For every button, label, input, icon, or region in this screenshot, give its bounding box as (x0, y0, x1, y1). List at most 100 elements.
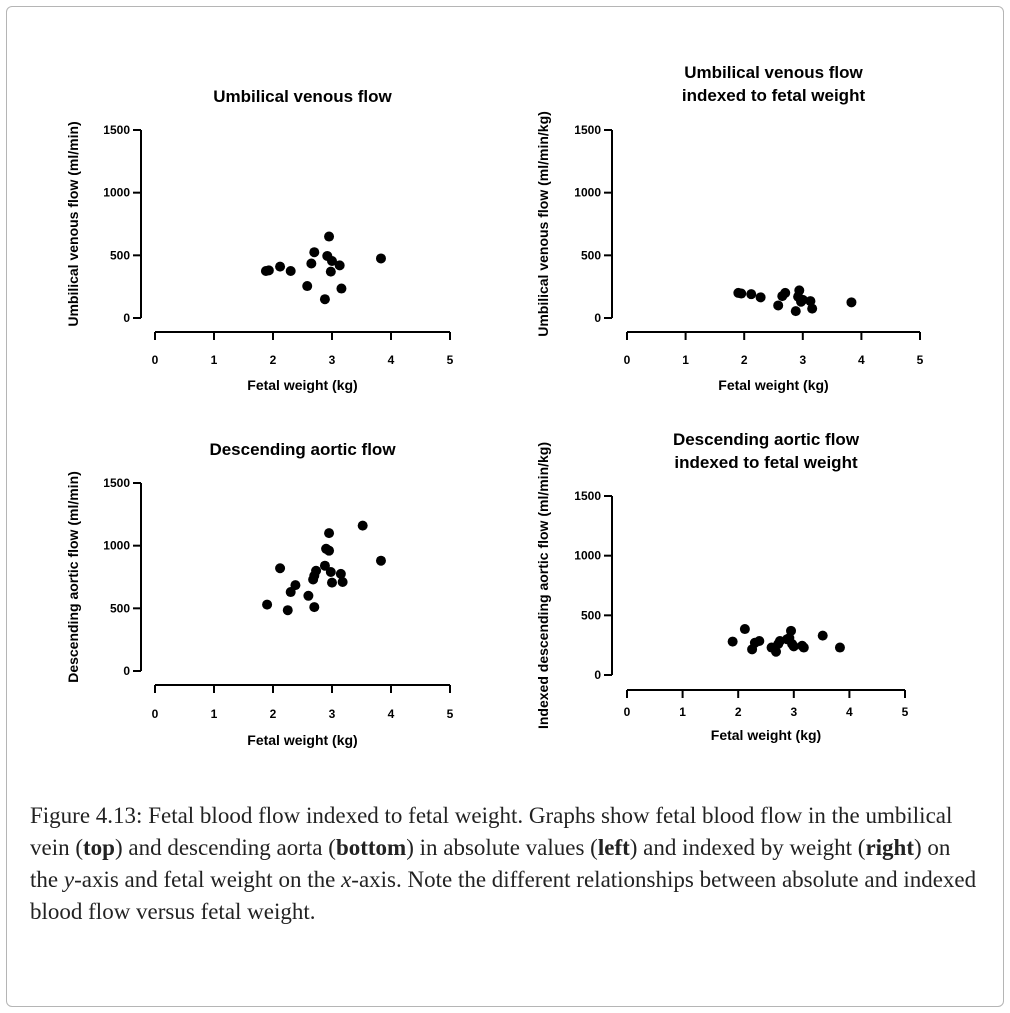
data-point (335, 568, 346, 579)
y-tick-label: 1000 (574, 549, 601, 563)
data-point (334, 260, 345, 271)
data-point (375, 555, 386, 566)
caption-italic-x: x (341, 867, 352, 892)
caption-text-5: ) on the (30, 835, 951, 892)
x-tick-label: 3 (329, 707, 336, 721)
y-axis-label: Indexed descending aortic flow (ml/min/k… (535, 442, 551, 729)
data-point (327, 577, 337, 588)
y-tick-label: 0 (123, 311, 130, 325)
y-tick-label: 500 (581, 608, 601, 622)
data-point (303, 590, 314, 601)
x-tick-label: 5 (447, 353, 454, 367)
x-tick-label: 4 (846, 705, 853, 719)
data-point (834, 642, 845, 653)
x-tick-label: 1 (682, 353, 689, 367)
data-point (727, 636, 738, 647)
chart-title-line: Umbilical venous flow (684, 63, 863, 82)
x-tick-label: 1 (679, 705, 686, 719)
caption-text-1: Figure 4.13: Fetal blood flow indexed to… (30, 803, 953, 860)
data-point (319, 294, 330, 305)
x-tick-label: 4 (388, 707, 395, 721)
data-point (807, 303, 818, 314)
chart-title-line: indexed to fetal weight (674, 453, 858, 472)
y-axis-label: Descending aortic flow (ml/min) (65, 471, 81, 683)
data-point (324, 231, 335, 242)
caption-italic-y: y (63, 867, 75, 892)
y-tick-label: 0 (123, 664, 130, 678)
x-tick-label: 0 (152, 707, 159, 721)
y-tick-label: 0 (594, 668, 601, 682)
x-axis-label: Fetal weight (kg) (711, 727, 821, 743)
y-tick-label: 1500 (103, 123, 130, 137)
data-point (794, 285, 805, 296)
y-tick-label: 500 (581, 248, 601, 262)
x-tick-label: 3 (790, 705, 797, 719)
x-tick-label: 5 (447, 707, 454, 721)
data-point (275, 563, 286, 574)
y-tick-label: 500 (110, 248, 130, 262)
x-tick-label: 2 (735, 705, 742, 719)
data-point (319, 560, 330, 571)
x-tick-label: 1 (211, 353, 218, 367)
data-point (790, 306, 801, 317)
caption-text-4: ) and indexed by weight ( (629, 835, 866, 860)
data-point (736, 288, 747, 299)
caption-bold-left: left (597, 835, 630, 860)
data-point (336, 283, 347, 294)
data-point (285, 266, 296, 276)
y-tick-label: 1500 (103, 476, 130, 490)
chart-title-line: Descending aortic flow (209, 440, 396, 459)
x-tick-label: 2 (270, 707, 277, 721)
data-point (739, 624, 750, 635)
caption-bold-right: right (865, 835, 915, 860)
x-axis-label: Fetal weight (kg) (247, 732, 357, 748)
y-axis-label: Umbilical venous flow (ml/min) (65, 121, 81, 326)
data-point (309, 247, 320, 258)
y-tick-label: 0 (594, 311, 601, 325)
figure-frame (6, 6, 1004, 1007)
data-point (797, 294, 808, 305)
data-point (325, 566, 336, 577)
caption-text-6: -axis and fetal weight on the (74, 867, 342, 892)
chart-title-line: indexed to fetal weight (682, 86, 866, 105)
x-tick-label: 1 (211, 707, 218, 721)
x-tick-label: 2 (741, 353, 748, 367)
caption-text-7: -axis. Note the different relationships … (30, 867, 977, 924)
data-point (805, 296, 816, 307)
x-tick-label: 0 (152, 353, 159, 367)
y-tick-label: 500 (110, 601, 130, 615)
y-axis-label: Umbilical venous flow (ml/min/kg) (535, 111, 551, 337)
data-point (755, 292, 766, 303)
x-axis-label: Fetal weight (kg) (718, 377, 828, 393)
data-point (337, 577, 348, 588)
data-point (325, 266, 336, 277)
data-point (357, 520, 368, 531)
caption-text-3: ) in absolute values ( (406, 835, 598, 860)
chart-title-line: Umbilical venous flow (213, 87, 392, 106)
data-point (327, 255, 337, 266)
figure-caption: Figure 4.13: Fetal blood flow indexed to… (30, 800, 980, 928)
data-point (311, 565, 322, 576)
caption-bold-bottom: bottom (335, 835, 407, 860)
data-point (282, 605, 293, 616)
x-tick-label: 4 (388, 353, 395, 367)
x-tick-label: 0 (624, 353, 631, 367)
x-tick-label: 3 (799, 353, 806, 367)
y-tick-label: 1000 (574, 186, 601, 200)
data-point (788, 641, 799, 652)
y-tick-label: 1000 (103, 539, 130, 553)
caption-bold-top: top (83, 835, 115, 860)
y-tick-label: 1000 (103, 186, 130, 200)
data-point (754, 635, 765, 646)
data-point (324, 545, 335, 556)
caption-text-2: ) and descending aorta ( (114, 835, 336, 860)
x-tick-label: 2 (270, 353, 277, 367)
data-point (309, 602, 320, 613)
data-point (290, 580, 301, 591)
data-point (302, 281, 313, 292)
data-point (817, 630, 828, 641)
